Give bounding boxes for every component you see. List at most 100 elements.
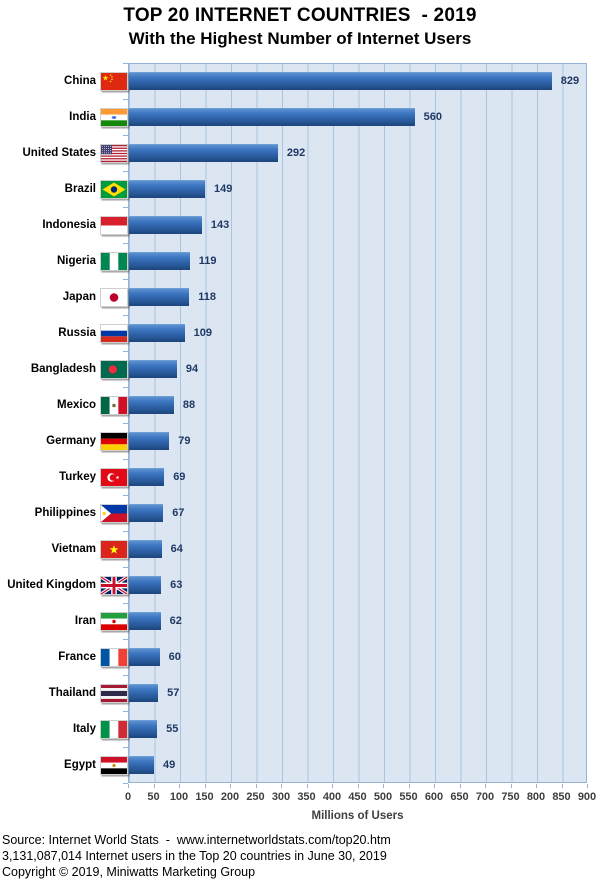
x-axis-tick	[179, 784, 180, 788]
bar-germany	[129, 432, 170, 450]
bar-iran	[129, 612, 161, 630]
flag-icon-brazil	[100, 179, 128, 199]
x-axis-tick	[485, 784, 486, 788]
category-label-vietnam: Vietnam	[51, 542, 96, 555]
y-axis-tick	[123, 566, 128, 568]
y-axis-tick	[123, 530, 128, 532]
y-axis-tick	[123, 170, 128, 172]
x-tick-label-200: 200	[220, 791, 240, 803]
x-axis-tick	[357, 784, 359, 788]
flag-icon-thailand	[100, 683, 128, 703]
x-axis-tick	[332, 784, 333, 788]
value-label-turkey: 69	[173, 471, 186, 483]
x-tick-label-850: 850	[552, 791, 571, 803]
y-axis-tick	[123, 350, 128, 352]
x-tick-label-600: 600	[424, 791, 444, 803]
category-label-india: India	[69, 110, 96, 123]
flag-icon-egypt	[100, 755, 128, 775]
x-tick-label-650: 650	[450, 791, 469, 803]
value-label-france: 60	[168, 651, 181, 663]
y-axis-tick	[123, 206, 128, 208]
bar-italy	[129, 720, 158, 738]
bar-france	[129, 648, 160, 666]
flag-icon-vietnam	[100, 539, 128, 559]
category-label-brazil: Brazil	[64, 182, 96, 195]
flag-icon-thailand	[100, 683, 128, 703]
value-label-thailand: 57	[167, 687, 180, 699]
category-label-bangladesh: Bangladesh	[30, 362, 96, 375]
y-axis-tick	[123, 638, 128, 640]
x-axis-tick	[561, 784, 563, 788]
bar-turkey	[129, 468, 165, 486]
total-users-line: 3,131,087,014 Internet users in the Top …	[2, 849, 387, 863]
flag-icon-iran	[100, 611, 128, 631]
x-axis-tick	[255, 784, 257, 788]
category-label-thailand: Thailand	[48, 686, 96, 699]
flag-icon-bangladesh	[100, 359, 128, 379]
bar-china	[129, 72, 552, 90]
flag-icon-iran	[100, 611, 128, 631]
y-axis-tick	[123, 602, 128, 604]
y-axis-tick	[123, 98, 128, 100]
flag-icon-italy	[100, 719, 128, 739]
chart-subtitle: With the Highest Number of Internet User…	[128, 29, 472, 48]
y-axis-tick	[123, 494, 128, 496]
x-axis-tick	[408, 784, 410, 788]
x-tick-label-400: 400	[322, 791, 342, 803]
y-axis-tick	[123, 278, 128, 280]
x-axis-tick	[536, 784, 537, 788]
bar-indonesia	[129, 216, 202, 234]
x-tick-label-800: 800	[526, 791, 546, 803]
x-axis-tick	[204, 784, 206, 788]
value-label-vietnam: 64	[170, 543, 183, 555]
category-label-germany: Germany	[46, 434, 96, 447]
value-label-bangladesh: 94	[185, 363, 199, 375]
y-axis-tick	[123, 386, 128, 388]
category-label-nigeria: Nigeria	[57, 254, 96, 267]
x-axis-tick	[306, 784, 308, 788]
x-tick-label-350: 350	[297, 791, 316, 803]
y-axis-tick	[123, 710, 128, 712]
y-axis-tick	[123, 134, 128, 136]
x-tick-label-250: 250	[246, 791, 265, 803]
flag-icon-united-states	[100, 143, 128, 163]
copyright-line: Copyright © 2019, Miniwatts Marketing Gr…	[2, 865, 256, 879]
flag-icon-brazil	[100, 179, 128, 199]
flag-icon-france	[100, 647, 128, 667]
flag-icon-bangladesh	[100, 359, 128, 379]
value-label-united-states: 292	[286, 147, 306, 159]
x-tick-label-900: 900	[577, 791, 597, 803]
value-label-egypt: 49	[163, 759, 176, 771]
value-label-united-kingdom: 63	[170, 579, 183, 591]
flag-icon-russia	[100, 323, 128, 343]
bar-vietnam	[129, 540, 162, 558]
value-label-japan: 118	[198, 291, 216, 303]
category-label-iran: Iran	[74, 614, 96, 627]
x-axis-tick	[587, 784, 588, 788]
y-axis-tick	[123, 458, 128, 460]
flag-icon-china	[100, 71, 128, 91]
flag-icon-nigeria	[100, 251, 128, 271]
flag-icon-india	[100, 107, 128, 127]
bar-mexico	[129, 396, 174, 414]
value-label-indonesia: 143	[210, 219, 230, 231]
category-label-russia: Russia	[58, 326, 96, 339]
x-tick-label-50: 50	[147, 791, 160, 803]
bar-brazil	[129, 180, 205, 198]
category-label-philippines: Philippines	[34, 506, 96, 519]
value-label-china: 829	[560, 75, 580, 87]
value-label-nigeria: 119	[198, 255, 217, 267]
bar-japan	[129, 288, 190, 306]
flag-icon-turkey	[100, 467, 128, 487]
value-label-italy: 55	[166, 723, 179, 735]
bar-united-kingdom	[129, 576, 162, 594]
x-axis-tick	[510, 784, 512, 788]
flag-icon-india	[100, 107, 128, 127]
flag-icon-united-kingdom	[100, 575, 128, 595]
x-axis-tick	[128, 784, 129, 788]
x-tick-label-0: 0	[124, 791, 132, 803]
plot-area	[128, 63, 587, 783]
flag-icon-japan	[100, 287, 128, 307]
